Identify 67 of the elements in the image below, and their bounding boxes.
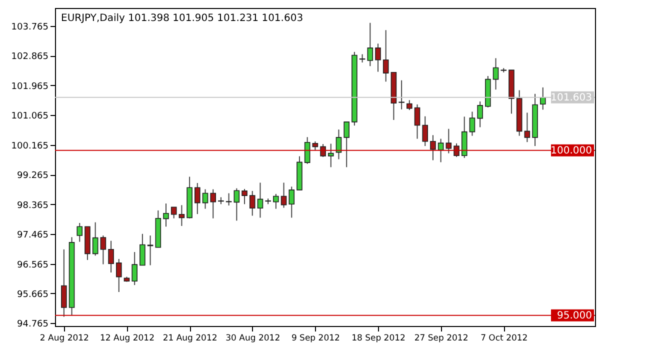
x-tick-label: 9 Sep 2012 bbox=[291, 334, 340, 344]
y-tick-label: 98.365 bbox=[17, 200, 48, 211]
candlestick bbox=[304, 136, 310, 164]
y-tick-label: 101.065 bbox=[11, 112, 48, 122]
candlestick bbox=[234, 188, 240, 222]
candlestick bbox=[469, 111, 476, 136]
y-tick-label: 99.265 bbox=[17, 171, 48, 182]
candlestick bbox=[492, 58, 499, 90]
candlestick bbox=[328, 143, 334, 168]
x-tick-label: 21 Aug 2012 bbox=[162, 334, 218, 344]
candlestick bbox=[422, 116, 428, 147]
candlestick bbox=[92, 222, 98, 256]
candlestick bbox=[226, 192, 232, 206]
x-tick-label: 12 Aug 2012 bbox=[100, 334, 154, 344]
candlestick bbox=[100, 235, 106, 265]
candlestick bbox=[210, 188, 216, 219]
candlestick bbox=[430, 134, 436, 161]
x-tick-label: 2 Aug 2012 bbox=[40, 334, 89, 344]
candlestick bbox=[202, 188, 208, 210]
x-tick-label: 18 Sep 2012 bbox=[352, 334, 406, 344]
y-tick-label: 102.865 bbox=[11, 52, 48, 62]
ref-line-label: 100.000 bbox=[550, 145, 592, 156]
candlestick bbox=[359, 54, 366, 63]
candlestick bbox=[398, 80, 404, 110]
candlestick bbox=[414, 104, 420, 140]
candlestick bbox=[280, 182, 287, 208]
candlestick bbox=[61, 248, 67, 318]
candlestick bbox=[147, 235, 154, 266]
y-tick-label: 94.765 bbox=[17, 320, 48, 330]
x-tick-label: 27 Sep 2012 bbox=[414, 334, 468, 344]
candlestick bbox=[140, 233, 146, 266]
y-tick-label: 96.565 bbox=[17, 260, 48, 270]
candlestick bbox=[540, 86, 546, 110]
candlestick bbox=[249, 190, 256, 216]
candlestick bbox=[375, 43, 381, 72]
candlestick bbox=[382, 30, 389, 82]
y-tick-label: 100.165 bbox=[11, 141, 48, 152]
candlestick bbox=[242, 188, 248, 205]
x-tick-label: 7 Oct 2012 bbox=[480, 334, 528, 344]
candlestick bbox=[446, 128, 452, 154]
x-tick-label: 30 Aug 2012 bbox=[226, 334, 280, 344]
candlestick bbox=[273, 193, 279, 210]
y-tick-label: 101.965 bbox=[11, 82, 48, 92]
candlestick bbox=[76, 222, 83, 242]
candlestick bbox=[524, 112, 530, 143]
candlestick bbox=[454, 142, 460, 158]
candlestick bbox=[116, 258, 122, 292]
candlestick bbox=[288, 186, 295, 218]
candlestick bbox=[108, 240, 114, 274]
candlestick bbox=[438, 138, 444, 163]
candlestick bbox=[163, 202, 169, 228]
candlestick bbox=[367, 22, 374, 67]
candlestick bbox=[461, 116, 468, 158]
candlestick bbox=[344, 121, 350, 168]
y-tick-label: 103.765 bbox=[11, 22, 48, 32]
candlestick bbox=[178, 204, 185, 226]
candlestick bbox=[320, 144, 326, 158]
candlestick bbox=[194, 182, 200, 215]
candlestick bbox=[132, 252, 138, 286]
candlestick bbox=[477, 100, 483, 128]
y-tick-label: 97.465 bbox=[17, 230, 48, 241]
chart-title: EURJPY,Daily 101.398 101.905 101.231 101.603 bbox=[61, 13, 304, 24]
y-tick-label: 95.665 bbox=[17, 290, 48, 300]
candlestick bbox=[406, 100, 412, 111]
candlestick bbox=[257, 182, 264, 218]
ref-line-label: 95.000 bbox=[557, 310, 592, 322]
candlestick bbox=[170, 206, 177, 219]
